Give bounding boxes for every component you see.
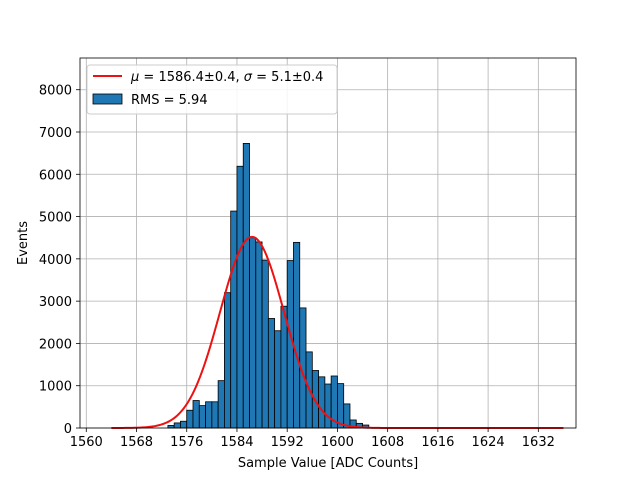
y-axis-label: Events [16, 221, 31, 265]
histogram-bar [173, 422, 181, 429]
y-tick-label: 8000 [39, 84, 72, 99]
histogram-bar [280, 305, 288, 429]
histogram-bar [318, 376, 326, 429]
y-tick-label: 0 [64, 422, 72, 437]
histogram-bar [236, 165, 244, 429]
legend-histogram-label: RMS = 5.94 [131, 93, 208, 108]
histogram-bar [274, 330, 282, 429]
y-tick-label: 2000 [39, 337, 72, 352]
histogram-bar [293, 241, 301, 429]
histogram-bar [217, 380, 225, 429]
histogram-bar [267, 318, 276, 429]
plot-frame [79, 57, 577, 429]
x-tick-label: 1624 [472, 435, 505, 450]
histogram-bar [211, 401, 219, 429]
histogram-bar [324, 383, 332, 429]
x-axis-label: Sample Value [ADC Counts] [238, 456, 418, 471]
histogram-bar [249, 237, 257, 429]
y-tick-label: 4000 [39, 253, 72, 268]
histogram-bar [230, 210, 238, 429]
y-tick-label: 6000 [39, 168, 72, 183]
y-tick-label: 1000 [39, 380, 72, 395]
histogram-bar [205, 401, 213, 429]
legend-histogram-swatch [92, 93, 123, 105]
histogram-bars [167, 143, 370, 429]
histogram-bar [242, 143, 250, 429]
x-tick-label: 1600 [321, 435, 354, 450]
y-tick-label: 3000 [39, 295, 72, 310]
y-axis-ticks: 0 1000 2000 3000 4000 5000 6000 7000 8000 [39, 84, 80, 437]
histogram-bar [337, 383, 345, 429]
histogram-bar [192, 400, 200, 429]
y-tick-label: 7000 [39, 126, 72, 141]
plot-background [80, 58, 576, 428]
x-tick-label: 1584 [220, 435, 253, 450]
legend-frame [86, 64, 338, 115]
x-axis-ticks: 1560 1568 1576 1584 1592 1600 1608 1616 1624 1632 [70, 428, 555, 450]
histogram-bar [186, 409, 194, 429]
x-tick-label: 1576 [170, 435, 203, 450]
histogram-bar [198, 405, 206, 429]
legend-fit-label: μ = 1586.4±0.4, σ = 5.1±0.4 [130, 70, 323, 85]
histogram-bar [180, 420, 188, 429]
x-tick-label: 1568 [120, 435, 153, 450]
y-tick-label: 5000 [39, 211, 72, 226]
x-tick-label: 1592 [271, 435, 304, 450]
histogram-bar [224, 292, 232, 429]
legend: μ = 1586.4±0.4, σ = 5.1±0.4 RMS = 5.94 [86, 64, 338, 115]
x-tick-label: 1608 [371, 435, 404, 450]
x-tick-label: 1560 [70, 435, 103, 450]
x-tick-label: 1616 [421, 435, 454, 450]
x-tick-label: 1632 [522, 435, 555, 450]
histogram-bar [255, 241, 263, 429]
histogram-bar [261, 259, 269, 429]
